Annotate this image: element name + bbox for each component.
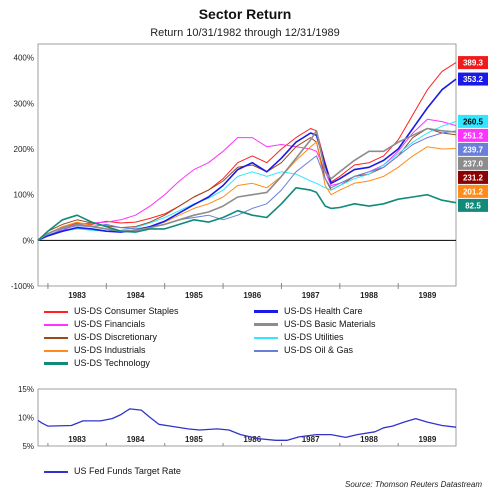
y-tick-label: 400% <box>14 54 34 63</box>
end-label-us-ds-industrials: 201.2 <box>463 187 484 196</box>
end-label-us-ds-health-care: 353.2 <box>463 75 484 84</box>
end-label-box-us-ds-basic-materials <box>458 156 488 170</box>
plot-frame <box>37 43 457 287</box>
fed-plot-frame <box>37 388 457 447</box>
fed-x-tick-label: 1984 <box>127 435 145 444</box>
x-tick-label: 1984 <box>127 291 145 300</box>
legend-item-us-ds-consumer-staples: US-DS Consumer Staples <box>44 306 179 316</box>
chart-title: Sector Return <box>198 6 292 22</box>
x-tick-label: 1988 <box>360 291 378 300</box>
end-label-us-ds-utilities: 260.5 <box>463 117 484 126</box>
legend-swatch <box>254 323 278 327</box>
end-label-us-ds-technology: 82.5 <box>465 201 481 210</box>
x-tick-label: 1987 <box>302 291 320 300</box>
x-tick-label: 1985 <box>185 291 203 300</box>
source-note: Source: Thomson Reuters Datastream <box>345 480 482 489</box>
chart-subtitle: Return 10/31/1982 through 12/31/1989 <box>150 27 340 39</box>
y-tick-label: 200% <box>14 145 34 154</box>
legend-item-us-ds-health-care: US-DS Health Care <box>254 306 363 316</box>
fed-x-tick-label: 1988 <box>360 435 378 444</box>
end-label-us-ds-financials: 251.2 <box>463 131 484 140</box>
legend-fed: US Fed Funds Target Rate <box>44 466 344 480</box>
fed-x-tick-label: 1989 <box>418 435 436 444</box>
legend-item-us-ds-oil-gas: US-DS Oil & Gas <box>254 345 353 355</box>
y-tick-label: 300% <box>14 99 34 108</box>
legend-main: US-DS Consumer Staples US-DS Health Care U… <box>44 306 464 368</box>
series-line-us-ds-health-care <box>37 78 457 242</box>
x-tick-label: 1989 <box>418 291 436 300</box>
legend-item-us-ds-utilities: US-DS Utilities <box>254 332 344 342</box>
end-label-box-us-ds-oil-gas <box>458 142 488 156</box>
legend-swatch <box>254 310 278 314</box>
end-label-box-us-ds-utilities <box>458 114 488 128</box>
end-label-us-ds-consumer-staples: 389.3 <box>463 59 484 68</box>
legend-item-us-ds-financials: US-DS Financials <box>44 319 145 329</box>
legend-item-us-ds-industrials: US-DS Industrials <box>44 345 146 355</box>
legend-swatch <box>44 362 68 366</box>
fed-y-tick-label: 15% <box>18 385 34 394</box>
end-label-us-ds-discretionary: 231.2 <box>463 173 484 182</box>
legend-swatch <box>44 470 68 473</box>
series-line-us-ds-oil-gas <box>37 130 457 241</box>
series-line-us-ds-technology <box>37 187 457 241</box>
legend-swatch <box>44 310 68 313</box>
end-label-box-us-ds-consumer-staples <box>458 56 488 70</box>
fed-x-tick-label: 1986 <box>243 435 261 444</box>
legend-label: US-DS Consumer Staples <box>74 306 179 316</box>
legend-label: US-DS Discretionary <box>74 332 158 342</box>
y-tick-label: -100% <box>11 282 34 291</box>
series-line-us-ds-financials <box>37 118 457 241</box>
end-label-box-us-ds-health-care <box>458 72 488 86</box>
x-tick-label: 1983 <box>68 291 86 300</box>
end-label-us-ds-oil-gas: 239.7 <box>463 145 484 154</box>
legend-item-us-ds-basic-materials: US-DS Basic Materials <box>254 319 376 329</box>
legend-label: US-DS Health Care <box>284 306 363 316</box>
end-label-us-ds-basic-materials: 237.0 <box>463 159 484 168</box>
end-label-box-us-ds-technology <box>458 198 488 212</box>
legend-label: US-DS Financials <box>74 319 146 329</box>
y-tick-label: 100% <box>14 191 34 200</box>
fed-x-tick-label: 1983 <box>68 435 86 444</box>
fed-x-tick-label: 1985 <box>185 435 203 444</box>
legend-swatch <box>44 323 68 326</box>
end-label-box-us-ds-financials <box>458 128 488 142</box>
legend-swatch <box>44 349 68 352</box>
legend-item-us-ds-technology: US-DS Technology <box>44 358 150 368</box>
end-label-box-us-ds-industrials <box>458 184 488 198</box>
legend-label: US-DS Basic Materials <box>284 319 376 329</box>
fed-y-tick-label: 5% <box>22 442 34 451</box>
end-label-box-us-ds-discretionary <box>458 170 488 184</box>
series-line-us-ds-basic-materials <box>37 127 457 241</box>
legend-swatch <box>44 336 68 339</box>
legend-item-us-fed-funds-target-rate: US Fed Funds Target Rate <box>44 466 181 476</box>
x-tick-label: 1986 <box>243 291 261 300</box>
legend-label: US-DS Industrials <box>74 345 146 355</box>
legend-swatch <box>254 336 278 339</box>
y-tick-label: 0% <box>22 236 34 245</box>
legend-label: US-DS Oil & Gas <box>284 345 354 355</box>
series-line-us-fed-funds-target-rate <box>37 408 457 441</box>
legend-label: US Fed Funds Target Rate <box>74 466 181 476</box>
legend-swatch <box>254 349 278 352</box>
legend-label: US-DS Technology <box>74 358 150 368</box>
fed-x-tick-label: 1987 <box>302 435 320 444</box>
legend-item-us-ds-discretionary: US-DS Discretionary <box>44 332 157 342</box>
legend-label: US-DS Utilities <box>284 332 344 342</box>
fed-y-tick-label: 10% <box>18 414 34 423</box>
